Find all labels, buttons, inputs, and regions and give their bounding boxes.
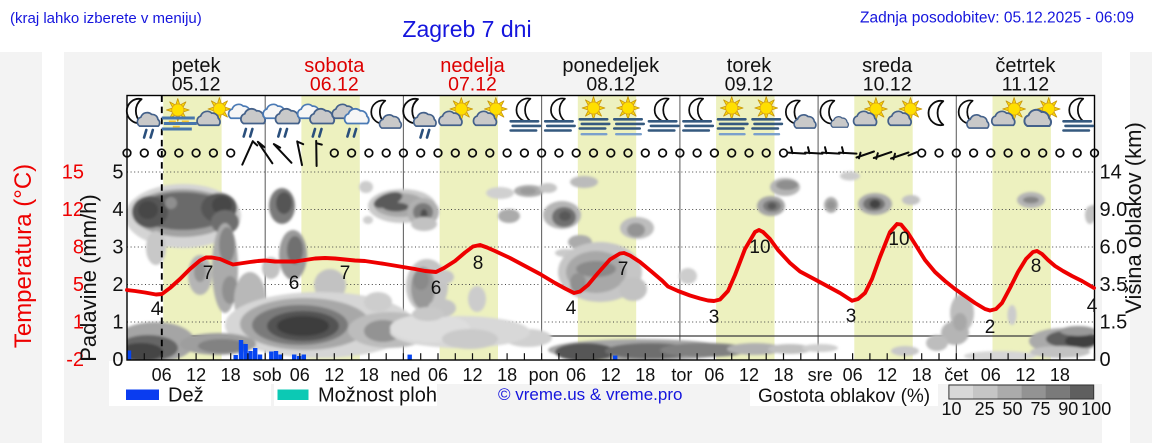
- svg-text:06: 06: [428, 365, 448, 385]
- svg-text:2: 2: [985, 317, 996, 338]
- svg-text:12: 12: [324, 365, 344, 385]
- svg-text:18: 18: [359, 365, 379, 385]
- svg-text:12: 12: [1015, 365, 1035, 385]
- svg-text:06: 06: [981, 365, 1001, 385]
- svg-text:10: 10: [888, 229, 909, 250]
- svg-text:6.0: 6.0: [1100, 237, 1128, 259]
- svg-text:100: 100: [1081, 399, 1111, 419]
- svg-text:18: 18: [773, 365, 793, 385]
- svg-text:90: 90: [1058, 399, 1078, 419]
- svg-text:4: 4: [1087, 296, 1098, 317]
- svg-text:14: 14: [1100, 162, 1122, 184]
- svg-text:Zagreb 7 dni: Zagreb 7 dni: [402, 16, 531, 42]
- svg-text:tor: tor: [671, 365, 692, 385]
- svg-text:09.12: 09.12: [725, 74, 774, 96]
- svg-text:06: 06: [704, 365, 724, 385]
- svg-text:12: 12: [739, 365, 759, 385]
- svg-text:sobota: sobota: [304, 55, 365, 77]
- svg-text:1.5: 1.5: [1100, 312, 1128, 334]
- svg-text:5: 5: [73, 274, 84, 296]
- svg-text:8: 8: [473, 253, 484, 274]
- svg-text:12: 12: [601, 365, 621, 385]
- svg-text:8: 8: [1031, 256, 1042, 277]
- svg-text:sre: sre: [808, 365, 833, 385]
- svg-text:© vreme.us & vreme.pro: © vreme.us & vreme.pro: [498, 385, 682, 404]
- svg-text:četrtek: četrtek: [995, 55, 1056, 77]
- svg-text:(kraj lahko izberete v meniju): (kraj lahko izberete v meniju): [10, 10, 202, 27]
- svg-text:08.12: 08.12: [586, 74, 635, 96]
- svg-text:4: 4: [112, 199, 123, 221]
- svg-text:1: 1: [73, 312, 84, 334]
- svg-text:4: 4: [566, 298, 577, 319]
- svg-text:12: 12: [877, 365, 897, 385]
- svg-text:sreda: sreda: [862, 55, 913, 77]
- svg-text:Možnost ploh: Možnost ploh: [318, 385, 437, 407]
- svg-text:07.12: 07.12: [448, 74, 497, 96]
- svg-text:3: 3: [846, 306, 857, 327]
- svg-text:Padavine (mm/h): Padavine (mm/h): [76, 194, 101, 362]
- svg-text:3: 3: [112, 237, 123, 259]
- svg-text:25: 25: [975, 399, 995, 419]
- svg-text:0: 0: [1100, 349, 1111, 371]
- svg-text:10: 10: [941, 399, 961, 419]
- svg-text:Višina oblakov (km): Višina oblakov (km): [1121, 122, 1146, 314]
- svg-text:12: 12: [186, 365, 206, 385]
- svg-text:5: 5: [112, 162, 123, 184]
- svg-text:1: 1: [112, 312, 123, 334]
- svg-text:Temperatura (°C): Temperatura (°C): [10, 164, 37, 348]
- svg-text:6: 6: [289, 273, 300, 294]
- svg-text:pon: pon: [529, 365, 559, 385]
- svg-text:-2: -2: [66, 349, 84, 371]
- svg-text:nedelja: nedelja: [440, 55, 505, 77]
- svg-text:Zadnja posodobitev: 05.12.2025: Zadnja posodobitev: 05.12.2025 - 06:09: [860, 10, 1134, 27]
- svg-text:05.12: 05.12: [172, 74, 221, 96]
- svg-text:18: 18: [221, 365, 241, 385]
- svg-text:06: 06: [843, 365, 863, 385]
- svg-text:18: 18: [1050, 365, 1070, 385]
- svg-text:6: 6: [431, 278, 442, 299]
- svg-text:8: 8: [73, 237, 84, 259]
- svg-text:06: 06: [566, 365, 586, 385]
- svg-text:0: 0: [112, 349, 123, 371]
- svg-text:7: 7: [340, 263, 351, 284]
- svg-text:06: 06: [152, 365, 172, 385]
- svg-text:06: 06: [290, 365, 310, 385]
- svg-text:75: 75: [1030, 399, 1050, 419]
- svg-text:18: 18: [497, 365, 517, 385]
- svg-text:Gostota oblakov (%): Gostota oblakov (%): [758, 386, 930, 407]
- svg-text:18: 18: [912, 365, 932, 385]
- svg-text:2: 2: [112, 274, 123, 296]
- svg-text:10: 10: [749, 237, 770, 258]
- svg-text:Dež: Dež: [168, 385, 204, 407]
- svg-text:torek: torek: [727, 55, 772, 77]
- svg-text:ponedeljek: ponedeljek: [562, 55, 660, 77]
- svg-text:50: 50: [1002, 399, 1022, 419]
- svg-text:4: 4: [151, 299, 162, 320]
- svg-text:7: 7: [618, 259, 629, 280]
- svg-text:18: 18: [635, 365, 655, 385]
- svg-text:čet: čet: [944, 365, 968, 385]
- svg-text:petek: petek: [172, 55, 222, 77]
- svg-text:06.12: 06.12: [310, 74, 359, 96]
- svg-text:3: 3: [709, 307, 720, 328]
- svg-text:10.12: 10.12: [863, 74, 912, 96]
- svg-text:9.0: 9.0: [1100, 199, 1128, 221]
- svg-text:sob: sob: [253, 365, 282, 385]
- svg-text:ned: ned: [390, 365, 420, 385]
- svg-text:15: 15: [62, 162, 84, 184]
- svg-text:7: 7: [203, 263, 214, 284]
- svg-text:12: 12: [62, 199, 84, 221]
- svg-text:11.12: 11.12: [1002, 74, 1049, 96]
- svg-text:3.5: 3.5: [1100, 274, 1128, 296]
- svg-text:12: 12: [462, 365, 482, 385]
